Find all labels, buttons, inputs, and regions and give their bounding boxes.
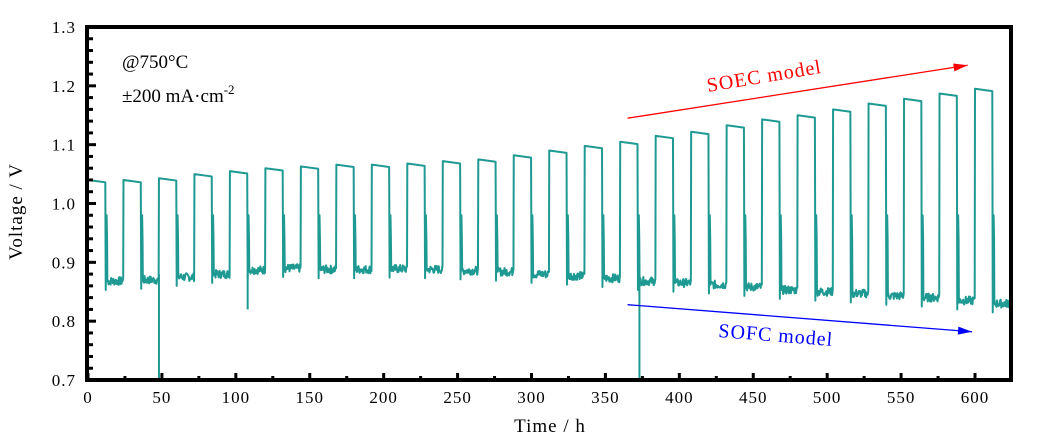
arrow-layer <box>627 63 973 335</box>
y-tick-label: 1.1 <box>52 136 76 155</box>
arrowhead-icon <box>953 63 968 72</box>
x-tick-label: 150 <box>296 388 325 407</box>
x-tick-label: 400 <box>665 388 694 407</box>
x-tick-label: 600 <box>961 388 990 407</box>
y-tick-label: 0.9 <box>52 253 76 272</box>
y-axis-ticks: 0.7 0.8 0.9 1.0 1.1 1.2 1.3 <box>52 18 96 390</box>
x-tick-label: 200 <box>369 388 398 407</box>
trace-layer <box>87 87 1013 380</box>
sofc-model-label: SOFC model <box>718 320 834 351</box>
x-tick-label: 50 <box>152 388 171 407</box>
annotation-current-density: ±200 mA·cm-2 <box>122 82 235 107</box>
x-tick-label: 300 <box>517 388 546 407</box>
x-tick-label: 250 <box>443 388 472 407</box>
sofc-trend-arrow <box>627 304 973 333</box>
x-tick-label: 100 <box>222 388 251 407</box>
annotation-temperature: @750°C <box>122 52 188 73</box>
x-axis-title: Time / h <box>514 416 586 437</box>
y-tick-label: 0.7 <box>52 371 76 390</box>
y-axis-title: Voltage / V <box>6 163 27 260</box>
current-density-main: ±200 mA·cm <box>122 86 224 107</box>
x-tick-label: 500 <box>813 388 842 407</box>
x-tick-label: 550 <box>887 388 916 407</box>
y-tick-label: 1.3 <box>52 18 76 37</box>
plot-frame <box>85 25 1013 382</box>
arrowhead-icon <box>957 326 973 335</box>
y-tick-label: 0.8 <box>52 312 76 331</box>
x-tick-label: 0 <box>83 388 93 407</box>
y-tick-label: 1.2 <box>52 77 76 96</box>
voltage-trace <box>87 87 1013 314</box>
current-density-superscript: -2 <box>224 82 235 97</box>
x-tick-label: 350 <box>591 388 620 407</box>
y-tick-label: 1.0 <box>52 195 76 214</box>
soec-trend-arrow <box>627 64 968 119</box>
x-axis-ticks: 0 50 100 150 200 250 300 350 400 450 500 550 600 <box>83 373 990 407</box>
x-tick-label: 450 <box>739 388 768 407</box>
